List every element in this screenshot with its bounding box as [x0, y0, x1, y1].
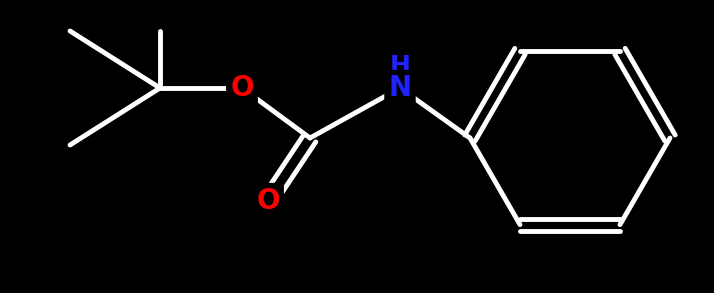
Text: O: O	[230, 74, 253, 102]
Text: N: N	[388, 74, 411, 102]
Text: H: H	[390, 54, 411, 78]
Text: O: O	[256, 187, 280, 215]
